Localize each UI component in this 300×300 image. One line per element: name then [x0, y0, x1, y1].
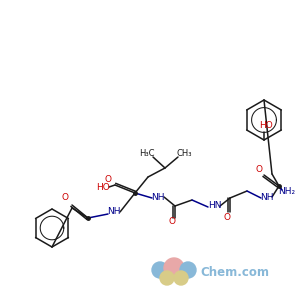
Text: O: O [61, 194, 68, 202]
Text: HO: HO [96, 184, 110, 193]
Text: NH₂: NH₂ [278, 188, 296, 196]
Text: O: O [256, 164, 262, 173]
Text: O: O [224, 212, 230, 221]
Text: NH: NH [260, 193, 274, 202]
Text: NH: NH [151, 193, 165, 202]
Text: Chem.com: Chem.com [200, 266, 269, 280]
Text: HN: HN [208, 202, 222, 211]
Text: O: O [104, 176, 112, 184]
Text: H₃C: H₃C [139, 148, 155, 158]
Text: O: O [169, 218, 176, 226]
Text: NH: NH [107, 208, 121, 217]
Text: HO: HO [259, 122, 273, 130]
Circle shape [160, 271, 174, 285]
Circle shape [180, 262, 196, 278]
Circle shape [152, 262, 168, 278]
Text: CH₃: CH₃ [176, 148, 192, 158]
Circle shape [164, 258, 184, 278]
Circle shape [174, 271, 188, 285]
